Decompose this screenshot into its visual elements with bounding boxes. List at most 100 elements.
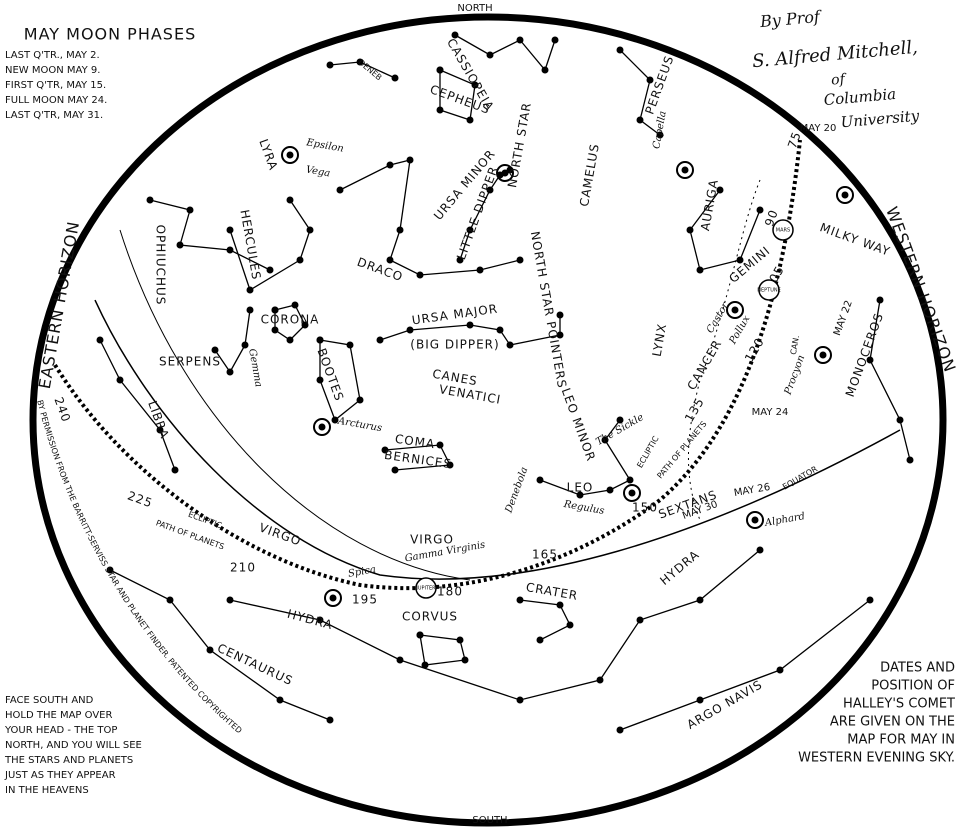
constellation-line (620, 600, 870, 730)
star-dot (517, 697, 524, 704)
ecliptic-degree: 135 (682, 395, 707, 424)
constellation-label: CAN. (789, 335, 801, 356)
star-dot (347, 342, 354, 349)
moon-phase-line: FULL MOON MAY 24. (5, 95, 107, 106)
star-dot (517, 597, 524, 604)
star-dot (537, 637, 544, 644)
star-dot (317, 377, 324, 384)
planet-label: JUPITER (415, 586, 436, 592)
bright-star (682, 167, 689, 174)
star-name: Spica (347, 564, 377, 580)
comet-date: MAY 22 (832, 299, 855, 337)
star-dot (297, 257, 304, 264)
constellation-label: LEO MINOR (559, 386, 599, 463)
star-dot (567, 622, 574, 629)
planet-label: MARS (776, 228, 790, 234)
star-dot (317, 337, 324, 344)
bright-star (319, 424, 326, 431)
star-dot (327, 62, 334, 69)
constellation-label: CAMELUS (577, 142, 602, 207)
star-dot (97, 337, 104, 344)
star-dot (247, 287, 254, 294)
star-dot (167, 597, 174, 604)
bright-star (330, 595, 337, 602)
moon-phase-line: NEW MOON MAY 9. (5, 65, 100, 76)
star-dot (497, 327, 504, 334)
north-label: NORTH (457, 3, 492, 14)
star-dot (422, 662, 429, 669)
note-right-line: ARE GIVEN ON THE (830, 715, 955, 730)
west-horizon-label: WESTERN HORIZON (882, 204, 960, 375)
star-dot (597, 677, 604, 684)
constellation-label: MILKY WAY (818, 220, 892, 258)
ecliptic-degree: 225 (126, 489, 155, 511)
constellation-label: LYRA (256, 137, 280, 172)
constellation-label: ECLIPTIC (635, 434, 661, 469)
star-dot (277, 697, 284, 704)
bright-star (820, 352, 827, 359)
star-dot (172, 467, 179, 474)
constellation-label: (BIG DIPPER) (410, 338, 499, 352)
star-name: Procyon (782, 354, 807, 397)
star-dot (437, 67, 444, 74)
star-dot (537, 477, 544, 484)
ecliptic-degree: 195 (352, 593, 378, 607)
constellation-label: SERPENS (159, 355, 221, 369)
constellation-label: OPHIUCHUS (154, 225, 168, 306)
note-left-line: NORTH, AND YOU WILL SEE (5, 740, 142, 751)
bright-star (752, 517, 759, 524)
note-right-line: HALLEY'S COMET (843, 697, 955, 712)
star-dot (227, 247, 234, 254)
star-dot (187, 207, 194, 214)
star-dot (387, 162, 394, 169)
star-dot (867, 597, 874, 604)
star-dot (507, 342, 514, 349)
star-dot (437, 442, 444, 449)
star-dot (637, 117, 644, 124)
star-dot (397, 227, 404, 234)
star-name: Arcturus (336, 416, 383, 435)
note-left-line: THE STARS AND PLANETS (4, 755, 133, 766)
constellation-label: PATH OF PLANETS (655, 420, 708, 481)
east-horizon-label: EASTERN HORIZON (35, 219, 83, 390)
star-dot (697, 697, 704, 704)
star-dot (777, 667, 784, 674)
star-name: Regulus (562, 499, 605, 517)
note-left-line: FACE SOUTH AND (5, 695, 94, 706)
star-name: Vega (305, 164, 331, 179)
page: Evening Sky Map html, body { margin: 0; … (0, 0, 977, 830)
constellation-label: LYNX (650, 322, 670, 358)
constellation-label: AURIGA (698, 178, 721, 232)
star-dot (417, 632, 424, 639)
constellation-label: DRACO (355, 255, 405, 285)
bright-star (732, 307, 739, 314)
note-right-line: POSITION OF (871, 679, 955, 694)
star-dot (907, 457, 914, 464)
planet-label: NEPTUNE (757, 288, 781, 294)
constellation-label: HERCULES (237, 209, 263, 282)
bright-star (842, 192, 849, 199)
star-dot (377, 337, 384, 344)
ecliptic-degree: 240 (51, 395, 73, 424)
star-dot (177, 242, 184, 249)
author-line: Columbia (823, 85, 897, 109)
author-line: University (840, 107, 920, 132)
constellation-label: CENTAURUS (215, 641, 295, 688)
constellation-label: ECLIPTIC (187, 510, 223, 531)
constellation-label: BOOTES (314, 346, 346, 403)
south-label: SOUTH (472, 815, 507, 826)
star-dot (327, 717, 334, 724)
note-right-line: MAP FOR MAY IN (847, 733, 955, 748)
star-dot (292, 302, 299, 309)
star-dot (617, 47, 624, 54)
constellation-label: URSA MAJOR (411, 302, 499, 328)
star-dot (542, 67, 549, 74)
star-name: Epsilon (304, 137, 344, 155)
author-line: S. Alfred Mitchell, (751, 37, 918, 72)
note-left-line: YOUR HEAD - THE TOP (4, 725, 117, 736)
ecliptic-degree: 165 (532, 548, 558, 562)
star-dot (757, 547, 764, 554)
moon-phase-line: LAST Q'TR, MAY 31. (5, 110, 103, 121)
star-dot (467, 117, 474, 124)
star-dot (272, 327, 279, 334)
